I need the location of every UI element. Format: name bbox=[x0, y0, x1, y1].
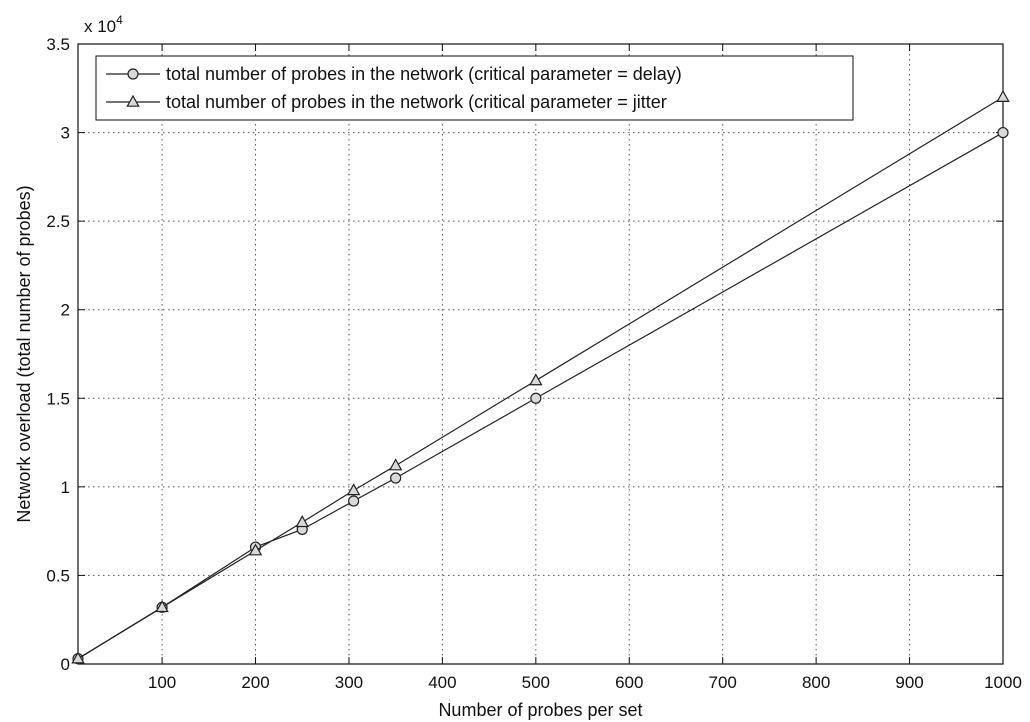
y-tick-label: 3.5 bbox=[46, 35, 70, 54]
x-tick-label: 600 bbox=[615, 673, 643, 692]
x-tick-label: 1000 bbox=[984, 673, 1022, 692]
data-point-triangle bbox=[155, 600, 169, 613]
x-tick-label: 900 bbox=[895, 673, 923, 692]
x-axis-title: Number of probes per set bbox=[438, 700, 642, 720]
series-line bbox=[77, 96, 1004, 660]
x-tick-label: 200 bbox=[241, 673, 269, 692]
data-point-circle bbox=[390, 472, 402, 484]
data-point-circle bbox=[997, 126, 1009, 139]
y-axis-title: Network overload (total number of probes… bbox=[14, 185, 34, 522]
legend: total number of probes in the network (c… bbox=[95, 55, 854, 121]
data-point-triangle bbox=[388, 458, 403, 471]
y-tick-label: 2.5 bbox=[46, 212, 70, 231]
legend-label-delay: total number of probes in the network (c… bbox=[166, 64, 682, 84]
x-tick-label: 700 bbox=[709, 673, 737, 692]
grid-layer bbox=[78, 44, 1003, 664]
series-0 bbox=[72, 126, 1009, 665]
y-axis-tick-labels: 0 0.5 1 1.5 2 2.5 3 3.5 bbox=[46, 35, 70, 674]
axis-ticks bbox=[78, 43, 1004, 665]
legend-label-jitter: total number of probes in the network (c… bbox=[166, 92, 667, 112]
x-tick-label: 300 bbox=[335, 673, 363, 692]
x-tick-label: 400 bbox=[428, 673, 456, 692]
y-tick-label: 3 bbox=[61, 124, 70, 143]
data-point-triangle bbox=[71, 651, 85, 664]
y-tick-label: 1 bbox=[61, 478, 70, 497]
y-axis-multiplier: x 104 bbox=[84, 13, 123, 36]
data-point-circle bbox=[530, 392, 542, 404]
data-point-circle bbox=[348, 495, 360, 507]
data-point-triangle bbox=[295, 515, 309, 528]
legend-marker-triangle bbox=[126, 94, 140, 107]
data-point-triangle bbox=[248, 543, 263, 556]
x-tick-label: 100 bbox=[148, 673, 176, 692]
x-tick-label: 800 bbox=[802, 673, 830, 692]
y-axis-multiplier-base: x 10 bbox=[84, 17, 116, 36]
plot-area-frame bbox=[77, 43, 1004, 665]
x-axis-tick-labels: 100 200 300 400 500 600 700 800 900 1000 bbox=[148, 673, 1022, 692]
y-tick-label: 0 bbox=[61, 655, 70, 674]
legend-marker-circle bbox=[127, 68, 139, 80]
y-axis-multiplier-exponent: 4 bbox=[116, 13, 123, 27]
data-point-triangle bbox=[346, 483, 361, 496]
legend-box bbox=[95, 55, 854, 121]
data-point-triangle bbox=[996, 89, 1010, 102]
y-tick-label: 2 bbox=[61, 301, 70, 320]
data-point-triangle bbox=[529, 373, 543, 386]
y-tick-label: 0.5 bbox=[46, 566, 70, 585]
series-1 bbox=[71, 89, 1010, 664]
y-tick-label: 1.5 bbox=[46, 389, 70, 408]
series-layer bbox=[71, 89, 1010, 665]
x-tick-label: 500 bbox=[522, 673, 550, 692]
